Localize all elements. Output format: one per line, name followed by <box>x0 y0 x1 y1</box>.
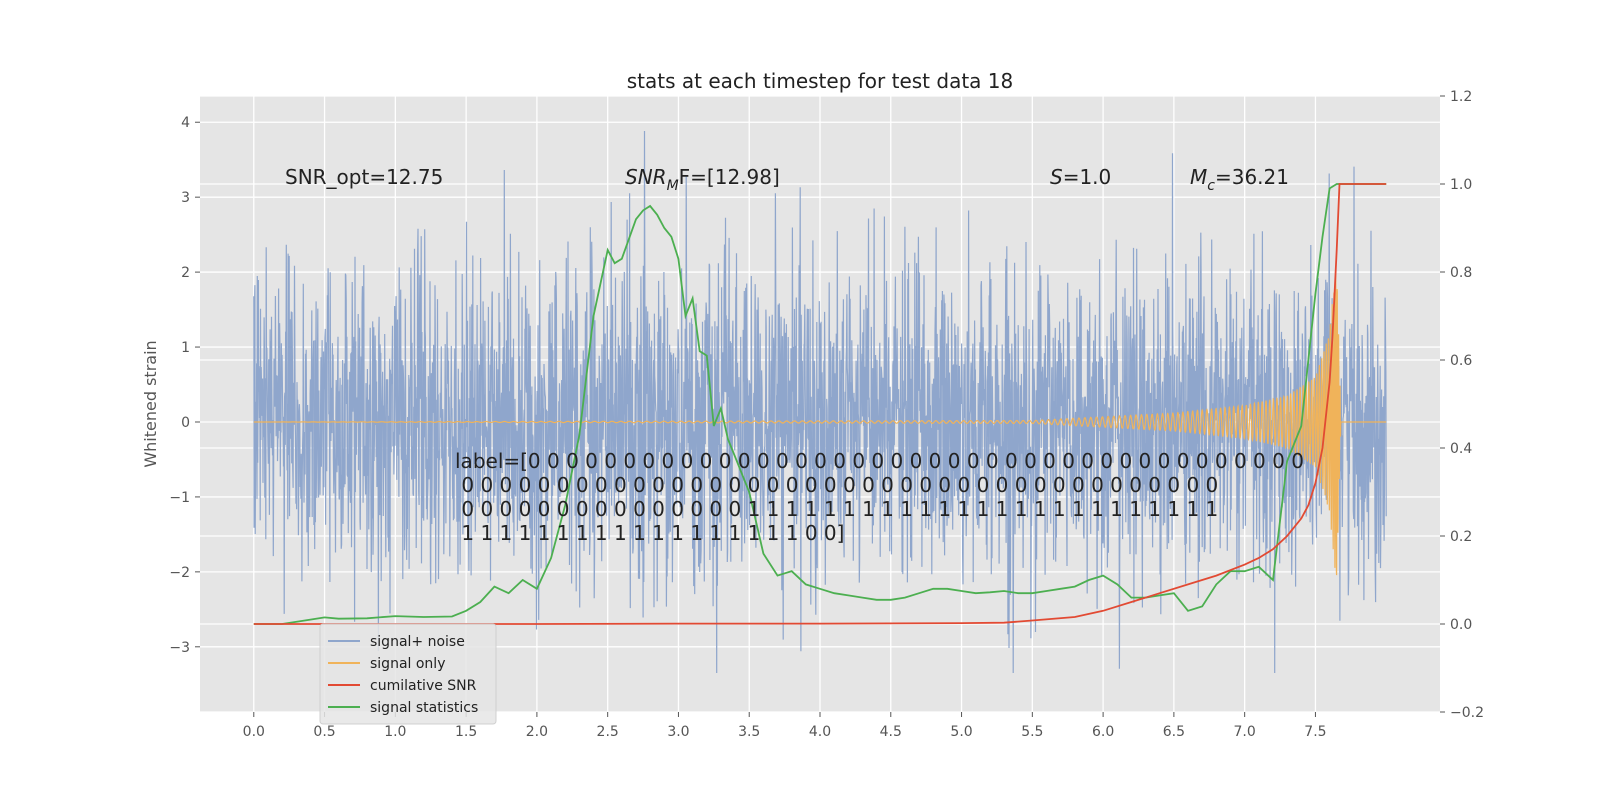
line-signal-statistics <box>253 183 1387 625</box>
x-tick-label: 6.5 <box>1163 724 1185 740</box>
series-signal-statistics <box>253 183 1387 625</box>
y-tick-label: 4 <box>181 115 190 131</box>
legend-label: signal+ noise <box>370 634 465 650</box>
line-signal-only <box>253 272 1387 576</box>
legend-box <box>319 623 497 725</box>
x-tick-label: 5.0 <box>950 724 972 740</box>
y2-tick-label: 0.8 <box>1450 265 1472 281</box>
x-tick-label: 3.0 <box>667 724 689 740</box>
x-tick-label: 2.5 <box>597 724 619 740</box>
annotation-s-value: =1.0 <box>1063 165 1112 189</box>
y2-tick-label: 0.0 <box>1450 617 1472 633</box>
y2-tick-label: −0.2 <box>1450 705 1484 721</box>
y-tick-label: 3 <box>181 190 190 206</box>
x-tick-label: 0.0 <box>243 724 265 740</box>
x-tick-label: 7.0 <box>1234 724 1256 740</box>
label-line-3: 0 0 0 0 0 0 0 0 0 0 0 0 0 0 0 1 1 1 1 1 … <box>455 497 1218 521</box>
x-tick-label: 1.5 <box>455 724 477 740</box>
annotation-snr-mf-main: SNR <box>625 165 667 189</box>
legend: signal+ noise signal only cumilative SNR si… <box>319 623 497 725</box>
series-signal-noise <box>253 130 1387 674</box>
y-tick-label: 1 <box>181 340 190 356</box>
legend-label: signal statistics <box>370 700 478 716</box>
label-line-4: 1 1 1 1 1 1 1 1 1 1 1 1 1 1 1 1 1 1 0 0] <box>455 521 844 545</box>
y-tick-label: −1 <box>169 490 190 506</box>
label-line-2: 0 0 0 0 0 0 0 0 0 0 0 0 0 0 0 0 0 0 0 0 … <box>455 473 1218 497</box>
x-tick-label: 0.5 <box>313 724 335 740</box>
annotation-snr-opt: SNR_opt=12.75 <box>285 165 443 189</box>
y2-tick-label: 0.6 <box>1450 353 1472 369</box>
annotation-snr-mf: SNRMF=[12.98] <box>625 165 780 194</box>
series-cumulative-snr <box>253 183 1387 625</box>
y2-tick-label: 1.0 <box>1450 177 1472 193</box>
y-tick-label: −3 <box>169 640 190 656</box>
y-tick-label: 0 <box>181 415 190 431</box>
annotation-mc-value: =36.21 <box>1215 165 1289 189</box>
label-block: label=[0 0 0 0 0 0 0 0 0 0 0 0 0 0 0 0 0… <box>455 449 1304 545</box>
y-tick-label: 2 <box>181 265 190 281</box>
y-axis-left: −3 −2 −1 0 1 2 3 4 <box>169 115 200 656</box>
legend-label: signal only <box>370 656 445 672</box>
annotation-snr-mf-sub: M <box>667 178 679 194</box>
y2-tick-label: 0.4 <box>1450 441 1472 457</box>
x-tick-label: 6.0 <box>1092 724 1114 740</box>
series-signal-only <box>253 272 1387 576</box>
y-axis-label: Whitened strain <box>141 340 160 467</box>
x-tick-label: 5.5 <box>1021 724 1043 740</box>
x-tick-label: 7.5 <box>1304 724 1326 740</box>
y-tick-label: −2 <box>169 565 190 581</box>
annotation-mc-sub: c <box>1207 178 1215 194</box>
annotation-s-italic: S <box>1050 165 1063 189</box>
y-axis-right: −0.2 0.0 0.2 0.4 0.6 0.8 1.0 1.2 <box>1440 89 1484 721</box>
x-tick-label: 1.0 <box>384 724 406 740</box>
annotation-snr-mf-tail: F=[12.98] <box>679 165 780 189</box>
label-line-1: label=[0 0 0 0 0 0 0 0 0 0 0 0 0 0 0 0 0… <box>455 449 1304 473</box>
x-tick-label: 2.0 <box>526 724 548 740</box>
y2-tick-label: 0.2 <box>1450 529 1472 545</box>
x-tick-label: 3.5 <box>738 724 760 740</box>
x-tick-label: 4.0 <box>809 724 831 740</box>
annotation-s: S=1.0 <box>1050 165 1111 189</box>
line-cumulative-snr <box>253 183 1387 625</box>
y2-tick-label: 1.2 <box>1450 89 1472 105</box>
annotation-mc: Mc=36.21 <box>1190 165 1289 194</box>
x-axis: 0.0 0.5 1.0 1.5 2.0 2.5 3.0 3.5 4.0 4.5 5.0 5.5 6.0 6… <box>243 712 1327 740</box>
x-tick-label: 4.5 <box>880 724 902 740</box>
annotation-mc-main: M <box>1190 165 1207 189</box>
line-signal-noise <box>253 130 1387 674</box>
chart-title: stats at each timestep for test data 18 <box>627 69 1013 93</box>
legend-label: cumilative SNR <box>370 678 477 694</box>
